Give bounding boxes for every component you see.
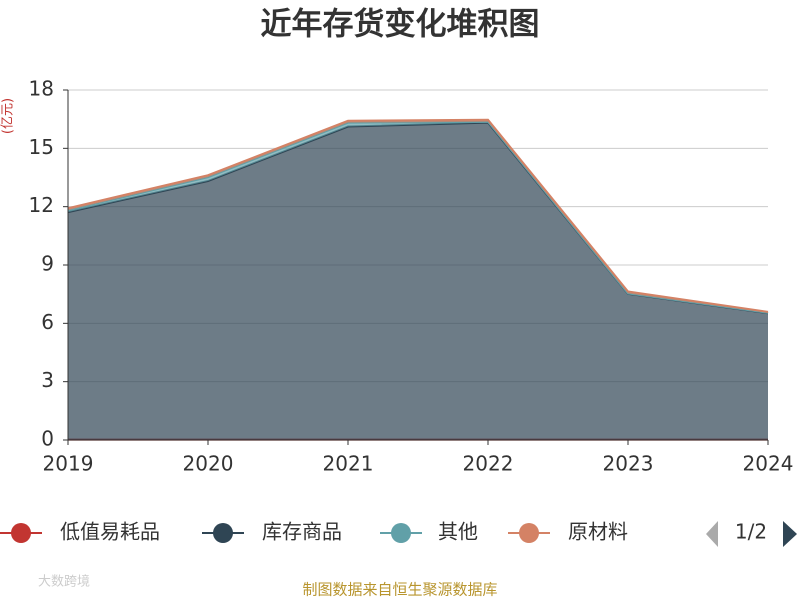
y-tick-label: 6 <box>41 310 54 334</box>
chart-title: 近年存货变化堆积图 <box>261 7 540 43</box>
x-tick-label: 2020 <box>183 452 234 476</box>
legend-label[interactable]: 低值易耗品 <box>60 520 160 544</box>
x-tick-label: 2022 <box>463 452 514 476</box>
legend-label[interactable]: 其他 <box>438 520 478 544</box>
x-tick-label: 2024 <box>743 452 794 476</box>
y-tick-label: 9 <box>41 252 54 276</box>
y-tick-label: 12 <box>29 193 54 217</box>
y-tick-label: 18 <box>29 77 54 101</box>
legend-icon <box>391 523 411 543</box>
legend-icon <box>11 523 31 543</box>
legend-icon <box>519 523 539 543</box>
x-tick-label: 2019 <box>43 452 94 476</box>
legend-next[interactable] <box>783 521 797 547</box>
area-line <box>67 118 769 313</box>
legend-page: 1/2 <box>735 520 767 544</box>
y-tick-label: 0 <box>41 427 54 451</box>
source: 制图数据来自恒生聚源数据库 <box>302 581 497 599</box>
x-tick-label: 2021 <box>323 452 374 476</box>
y-tick-label: 3 <box>41 368 54 392</box>
y-tick-label: 15 <box>29 135 54 159</box>
area <box>68 122 768 440</box>
watermark: 大数跨境 <box>38 575 90 590</box>
legend-prev[interactable] <box>706 521 718 547</box>
legend-label[interactable]: 原材料 <box>568 520 628 544</box>
legend-label[interactable]: 库存商品 <box>262 520 342 544</box>
x-tick-label: 2023 <box>603 452 654 476</box>
y-unit: (亿元) <box>1 98 16 134</box>
legend-icon <box>213 523 233 543</box>
